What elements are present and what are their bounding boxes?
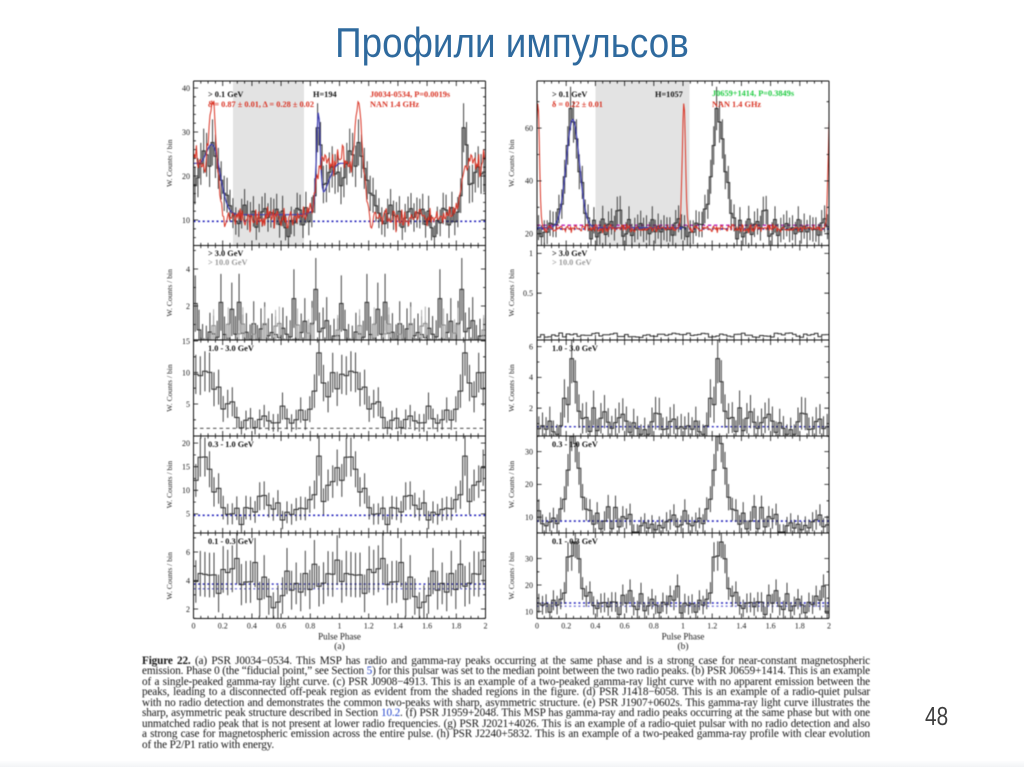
svg-text:H=194: H=194 (313, 90, 337, 99)
svg-text:W. Counts / bin: W. Counts / bin (507, 461, 516, 509)
svg-text:2: 2 (186, 302, 190, 311)
svg-text:2: 2 (827, 622, 831, 631)
svg-text:20: 20 (525, 581, 533, 590)
svg-text:W. Counts / bin: W. Counts / bin (507, 364, 516, 412)
svg-text:0: 0 (535, 622, 539, 631)
svg-text:(b): (b) (677, 641, 688, 652)
svg-text:> 3.0 GeV: > 3.0 GeV (208, 249, 243, 258)
svg-text:W. Counts / bin: W. Counts / bin (165, 139, 174, 187)
svg-text:0.2: 0.2 (218, 622, 228, 631)
svg-text:2: 2 (484, 622, 488, 631)
svg-text:(a): (a) (334, 641, 345, 652)
svg-text:60: 60 (525, 124, 533, 133)
svg-text:NAN 1.4 GHz: NAN 1.4 GHz (370, 100, 419, 109)
svg-text:15: 15 (182, 337, 190, 346)
svg-text:1.2: 1.2 (364, 622, 374, 631)
svg-text:4: 4 (186, 265, 190, 274)
svg-text:1.2: 1.2 (707, 622, 717, 631)
svg-text:1.6: 1.6 (422, 622, 432, 631)
svg-text:W. Counts / bin: W. Counts / bin (507, 552, 516, 600)
svg-text:0.4: 0.4 (247, 622, 257, 631)
svg-text:0.5: 0.5 (523, 289, 533, 298)
svg-text:J0034-0534, P=0.0019s: J0034-0534, P=0.0019s (370, 90, 451, 99)
svg-text:> 0.1 GeV: > 0.1 GeV (552, 90, 587, 99)
svg-text:1.0 - 3.0 GeV: 1.0 - 3.0 GeV (552, 344, 598, 353)
svg-text:0.3 - 1.0 GeV: 0.3 - 1.0 GeV (552, 440, 598, 449)
svg-text:0.8: 0.8 (649, 622, 659, 631)
svg-text:0.4: 0.4 (590, 622, 600, 631)
svg-text:15: 15 (182, 463, 190, 472)
svg-text:> 10.0 GeV: > 10.0 GeV (208, 258, 248, 267)
svg-text:1.4: 1.4 (393, 622, 403, 631)
svg-text:0.8: 0.8 (305, 622, 315, 631)
svg-text:> 10.0 GeV: > 10.0 GeV (552, 258, 592, 267)
svg-text:0.6: 0.6 (620, 622, 630, 631)
svg-text:6: 6 (529, 342, 533, 351)
svg-text:20: 20 (182, 172, 190, 181)
svg-text:1.8: 1.8 (451, 622, 461, 631)
svg-text:10: 10 (182, 368, 190, 377)
svg-text:1.6: 1.6 (766, 622, 776, 631)
svg-text:2: 2 (529, 404, 533, 413)
svg-text:W. Counts / bin: W. Counts / bin (165, 364, 174, 412)
svg-text:Pulse Phase: Pulse Phase (318, 632, 361, 642)
svg-text:1.8: 1.8 (795, 622, 805, 631)
svg-text:NAN 1.4 GHz: NAN 1.4 GHz (712, 100, 761, 109)
svg-text:0.6: 0.6 (276, 622, 286, 631)
svg-text:30: 30 (182, 128, 190, 137)
svg-text:1.0 - 3.0 GeV: 1.0 - 3.0 GeV (208, 344, 254, 353)
svg-text:10: 10 (525, 513, 533, 522)
svg-text:1: 1 (529, 249, 533, 258)
svg-text:40: 40 (525, 177, 533, 186)
svg-text:1.4: 1.4 (736, 622, 746, 631)
svg-text:4: 4 (186, 576, 190, 585)
svg-text:10: 10 (525, 607, 533, 616)
svg-text:H=1057: H=1057 (655, 90, 683, 99)
svg-text:1: 1 (681, 622, 685, 631)
svg-text:5: 5 (186, 400, 190, 409)
svg-text:2: 2 (186, 605, 190, 614)
svg-text:4: 4 (529, 373, 533, 382)
svg-text:> 3.0 GeV: > 3.0 GeV (552, 249, 587, 258)
svg-text:δ = 0.87 ± 0.01, Δ = 0.28 ± 0.: δ = 0.87 ± 0.01, Δ = 0.28 ± 0.02 (208, 100, 314, 109)
svg-text:W. Counts / bin: W. Counts / bin (507, 139, 516, 187)
svg-text:1: 1 (338, 622, 342, 631)
svg-text:20: 20 (525, 230, 533, 239)
svg-text:5: 5 (186, 510, 190, 519)
svg-text:J0659+1414, P=0.3849s: J0659+1414, P=0.3849s (712, 89, 795, 98)
svg-text:6: 6 (186, 548, 190, 557)
svg-text:W. Counts / bin: W. Counts / bin (507, 269, 516, 317)
svg-text:0: 0 (192, 622, 196, 631)
svg-text:0.3 - 1.0 GeV: 0.3 - 1.0 GeV (208, 440, 254, 449)
svg-text:0.1 - 0.3 GeV: 0.1 - 0.3 GeV (208, 537, 254, 546)
svg-text:30: 30 (525, 554, 533, 563)
svg-text:0.2: 0.2 (561, 622, 571, 631)
svg-text:W. Counts / bin: W. Counts / bin (165, 461, 174, 509)
svg-text:30: 30 (525, 447, 533, 456)
svg-text:10: 10 (182, 216, 190, 225)
svg-text:20: 20 (182, 439, 190, 448)
svg-text:W. Counts / bin: W. Counts / bin (165, 269, 174, 317)
svg-text:> 0.1 GeV: > 0.1 GeV (208, 90, 243, 99)
svg-text:0.1 - 0.3 GeV: 0.1 - 0.3 GeV (552, 537, 598, 546)
svg-text:W. Counts / bin: W. Counts / bin (165, 552, 174, 600)
svg-text:20: 20 (525, 480, 533, 489)
svg-text:10: 10 (182, 486, 190, 495)
svg-text:Pulse Phase: Pulse Phase (662, 632, 705, 642)
svg-text:40: 40 (182, 84, 190, 93)
svg-text:δ = 0.22 ± 0.01: δ = 0.22 ± 0.01 (552, 100, 603, 109)
